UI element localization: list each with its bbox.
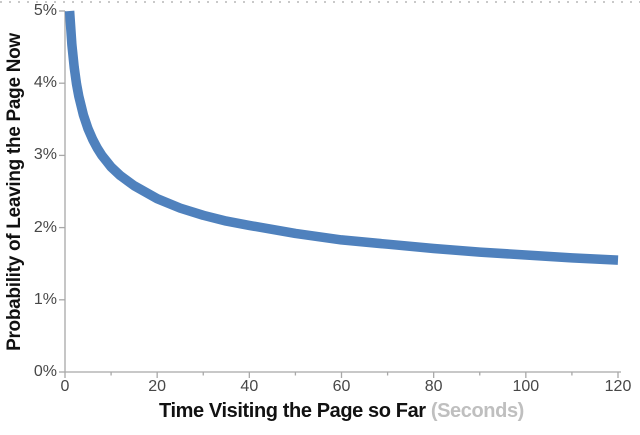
y-tick-label: 5% [33, 2, 57, 19]
x-tick-label: 100 [512, 378, 540, 395]
x-tick-label: 120 [604, 378, 632, 395]
y-tick-label: 0% [33, 363, 57, 380]
y-tick-label: 1% [33, 290, 57, 308]
axis-ticks [59, 10, 619, 378]
x-axis-title-unit: (Seconds) [425, 400, 524, 422]
x-tick-label: 20 [148, 378, 167, 395]
dotted-top-border [0, 1, 640, 3]
x-tick-label: 40 [240, 378, 259, 395]
x-axis-title: Time Visiting the Page so Far (Seconds) [65, 400, 618, 423]
x-axis-title-main: Time Visiting the Page so Far [159, 400, 426, 422]
x-tick-label: 80 [424, 378, 443, 395]
y-tick-label: 2% [33, 218, 57, 236]
probability-curve [64, 10, 619, 265]
y-axis-title: Probability of Leaving the Page Now [4, 33, 25, 351]
x-tick-label: 0 [60, 378, 70, 395]
x-tick-label: 60 [332, 378, 351, 395]
y-tick-label: 4% [33, 74, 57, 92]
y-tick-label: 3% [33, 146, 57, 164]
